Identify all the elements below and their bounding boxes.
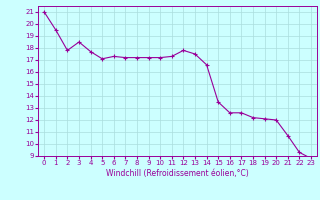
- X-axis label: Windchill (Refroidissement éolien,°C): Windchill (Refroidissement éolien,°C): [106, 169, 249, 178]
